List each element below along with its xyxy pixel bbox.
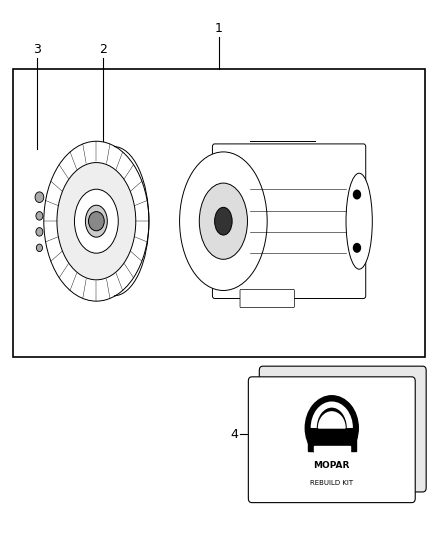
Bar [307, 428, 316, 451]
Ellipse shape [85, 205, 107, 237]
Ellipse shape [215, 207, 232, 235]
Text: 3: 3 [33, 43, 41, 56]
Circle shape [305, 395, 358, 460]
Circle shape [353, 244, 360, 252]
Circle shape [36, 244, 42, 252]
Text: MOPAR: MOPAR [314, 461, 350, 470]
Circle shape [35, 192, 44, 203]
Circle shape [88, 212, 104, 231]
FancyBboxPatch shape [212, 144, 366, 298]
Bar [13, 69, 425, 357]
Ellipse shape [57, 163, 136, 280]
Text: 2: 2 [99, 43, 107, 56]
Ellipse shape [346, 173, 372, 269]
Circle shape [311, 403, 352, 453]
FancyBboxPatch shape [259, 366, 426, 492]
Ellipse shape [199, 183, 247, 260]
Circle shape [36, 228, 43, 236]
Bar [314, 446, 350, 460]
Text: 1: 1 [215, 22, 223, 35]
Wedge shape [307, 399, 356, 428]
Ellipse shape [44, 141, 149, 301]
Ellipse shape [180, 152, 267, 290]
FancyBboxPatch shape [240, 289, 294, 308]
FancyBboxPatch shape [248, 377, 415, 503]
Circle shape [36, 212, 43, 220]
Ellipse shape [74, 189, 118, 253]
Wedge shape [318, 412, 345, 428]
Text: 4: 4 [231, 428, 239, 441]
Bar [347, 428, 356, 451]
Circle shape [353, 190, 360, 199]
Text: REBUILD KIT: REBUILD KIT [310, 480, 353, 486]
